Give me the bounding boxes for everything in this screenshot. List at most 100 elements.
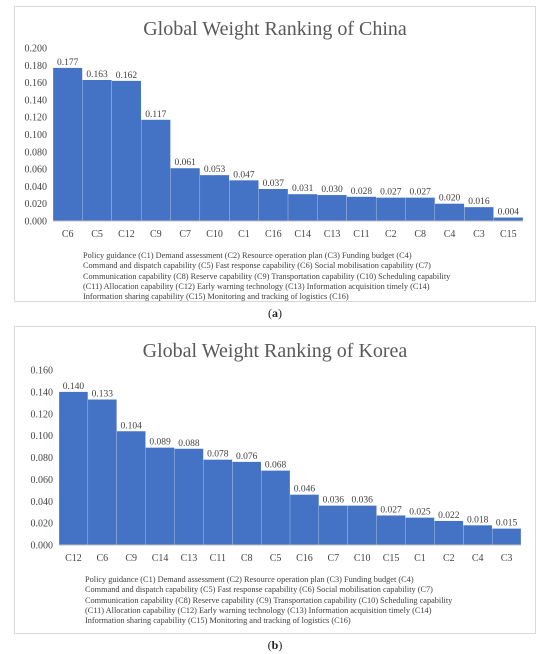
x-tick-label: C12 [118,229,135,240]
y-tick-label: 0.060 [31,475,54,486]
y-tick-label: 0.200 [25,44,48,55]
y-tick-label: 0.040 [31,497,54,508]
bar [464,207,494,221]
bar [203,459,233,545]
bar [232,461,261,545]
bar [116,431,146,545]
bar [463,525,492,545]
x-tick-label: C5 [91,229,103,240]
data-label: 0.027 [380,188,402,198]
x-tick-label: C13 [181,553,198,564]
data-label: 0.022 [438,511,460,521]
bar [53,67,83,221]
y-tick-label: 0.100 [31,431,54,442]
bar [493,217,523,221]
data-label: 0.020 [439,194,461,204]
bar [288,194,318,221]
y-tick-label: 0.080 [31,453,54,464]
x-tick-label: C4 [472,553,484,564]
data-label: 0.028 [351,187,373,197]
criteria-legend: Policy guidance (C1) Demand assessment (… [85,575,525,626]
x-tick-label: C5 [270,553,282,564]
x-tick-label: C12 [65,553,82,564]
data-label: 0.030 [321,185,343,195]
bar [290,494,319,545]
legend-line: Information sharing capability (C15) Mon… [85,616,351,626]
bar [229,180,259,221]
data-label: 0.027 [380,505,402,515]
y-tick-label: 0.000 [25,217,48,228]
data-label: 0.133 [92,390,114,400]
y-tick-label: 0.160 [25,78,48,89]
bar [317,195,347,221]
bar [174,448,204,545]
data-label: 0.037 [263,179,285,189]
legend-line: Command and dispatch capability (C5) Fas… [83,261,431,271]
y-tick-label: 0.060 [25,165,48,176]
legend-line: (C11) Allocation capability (C12) Early … [83,281,430,291]
data-label: 0.104 [121,421,143,431]
x-tick-label: C1 [414,553,426,564]
data-label: 0.163 [86,70,108,80]
x-tick-label: C2 [443,553,455,564]
data-label: 0.016 [468,197,490,207]
data-label: 0.140 [63,382,85,392]
y-tick-label: 0.180 [25,61,48,72]
bar [492,528,521,545]
bar [261,470,290,545]
x-tick-label: C11 [353,229,369,240]
chart-panel-china: Global Weight Ranking of China 0.000 0.02… [14,6,536,302]
x-tick-label: C16 [265,229,282,240]
x-tick-label: C3 [501,553,513,564]
bar [258,188,288,221]
x-tick-label: C8 [414,229,426,240]
x-tick-label: C16 [296,553,313,564]
x-tick-label: C9 [150,229,162,240]
x-tick-label: C11 [210,553,226,564]
x-tick-label: C6 [96,553,108,564]
data-label: 0.117 [145,110,166,120]
legend-line: (C11) Allocation capability (C12) Early … [85,605,432,615]
figure-caption-b: (b) [267,638,283,652]
data-label: 0.004 [498,208,520,218]
data-label: 0.036 [352,496,374,506]
x-tick-label: C1 [238,229,250,240]
bar [141,119,171,221]
x-tick-label: C3 [473,229,485,240]
bar [82,80,112,221]
chart-panel-korea: Global Weight Ranking of Korea 0.000 0.02… [14,326,536,634]
bar [111,80,141,222]
bar [376,515,406,545]
figure-caption-a: (a) [268,306,282,320]
bar [405,517,435,545]
data-label: 0.018 [467,515,489,525]
korea-weight-bar-chart: Global Weight Ranking of Korea 0.000 0.02… [31,340,521,564]
x-tick-label: C7 [179,229,191,240]
data-label: 0.036 [323,496,345,506]
bar [347,505,377,545]
x-tick-label: C7 [327,553,339,564]
x-tick-label: C6 [62,229,74,240]
caption-letter: b [271,638,279,652]
legend-line: Policy guidance (C1) Demand assessment (… [85,575,414,584]
legend-line: Policy guidance (C1) Demand assessment (… [83,251,412,260]
y-tick-label: 0.020 [31,519,54,530]
caption-letter: a [272,306,278,320]
y-tick-label: 0.080 [25,147,48,158]
bar [59,391,88,545]
bar [145,447,175,545]
data-label: 0.068 [265,461,287,471]
criteria-legend: Policy guidance (C1) Demand assessment (… [83,251,527,302]
y-tick-label: 0.040 [25,182,48,193]
legend-line: Communication capability (C8) Reserve ca… [83,271,451,281]
y-tick-label: 0.160 [31,366,54,377]
legend-line: Command and dispatch capability (C5) Fas… [85,585,433,595]
y-tick-label: 0.120 [25,113,48,124]
data-label: 0.089 [149,438,171,448]
bar [319,505,348,545]
y-tick-label: 0.120 [31,409,54,420]
y-tick-label: 0.000 [31,541,54,552]
chart-title: Global Weight Ranking of Korea [143,340,408,362]
data-label: 0.088 [178,439,200,449]
data-label: 0.015 [496,519,518,529]
